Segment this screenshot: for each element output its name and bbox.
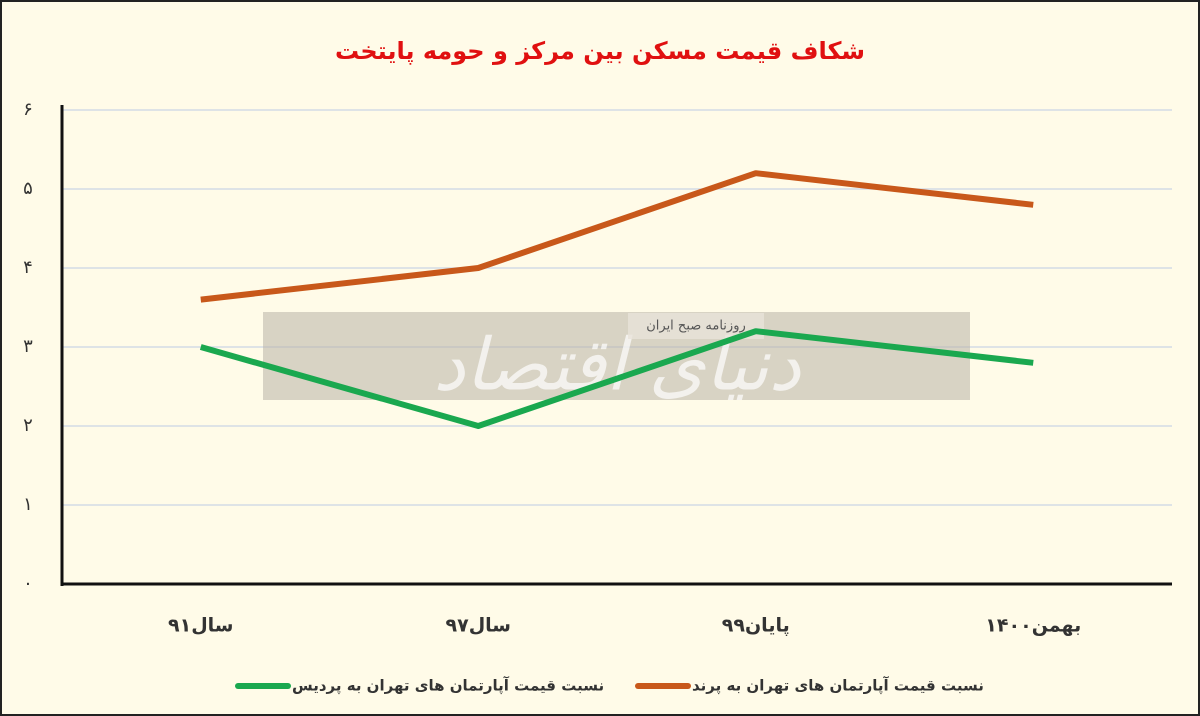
y-tick-label: ۵ — [23, 178, 33, 199]
x-tick-label: سال۹۷ — [445, 615, 511, 637]
watermark-subtitle: روزنامه صبح ایران — [646, 319, 746, 334]
chart-title: شکاف قیمت مسکن بین مرکز و حومه پایتخت — [335, 37, 865, 65]
y-tick-label: ۱ — [23, 494, 33, 515]
data-line — [200, 170, 1034, 303]
data-line — [199, 328, 1034, 429]
watermark-band — [263, 312, 970, 400]
x-tick-label: پایان۹۹ — [722, 615, 790, 637]
y-tick-label: ۴ — [23, 257, 33, 278]
x-tick-label: سال۹۱ — [168, 615, 234, 637]
x-tick-label: بهمن۱۴۰۰ — [985, 615, 1081, 637]
y-tick-label: ۰ — [23, 573, 33, 594]
y-tick-label: ۲ — [23, 415, 33, 436]
legend-label: نسبت قیمت آپارتمان های تهران به پردیس — [292, 677, 604, 696]
legend-label: نسبت قیمت آپارتمان های تهران به پرند — [692, 677, 984, 696]
y-tick-label: ۶ — [23, 99, 33, 120]
y-tick-label: ۳ — [23, 336, 33, 357]
